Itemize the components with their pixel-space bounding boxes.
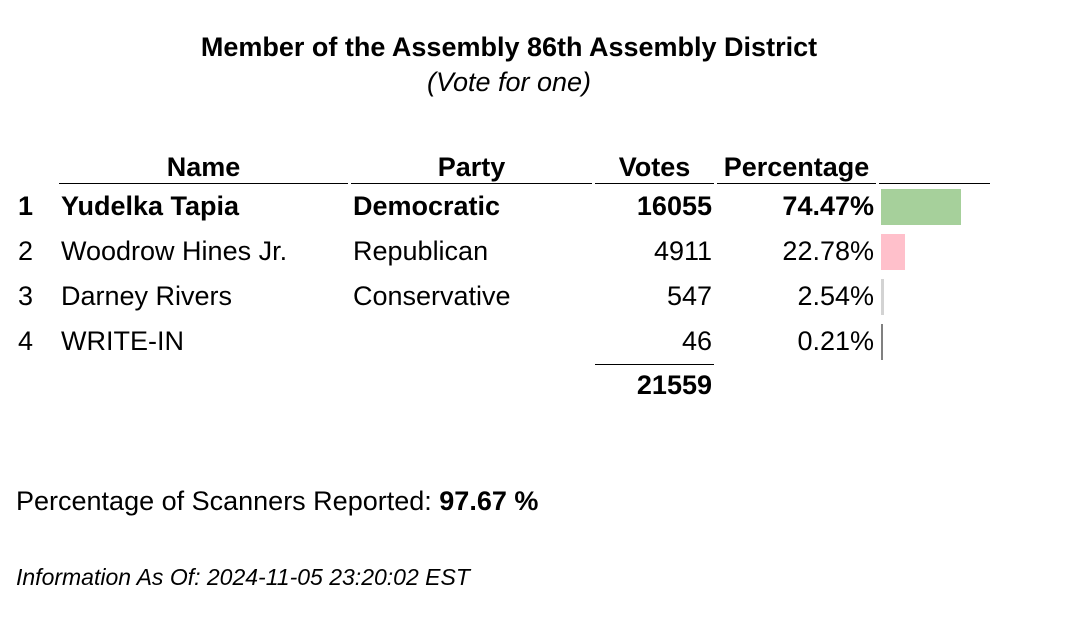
vote-share-bar (881, 278, 884, 315)
candidate-votes: 4911 (653, 236, 712, 266)
candidate-votes: 46 (681, 326, 712, 356)
candidate-percentage: 74.47% (782, 191, 874, 221)
scanners-reported: Percentage of Scanners Reported: 97.67 % (16, 484, 538, 518)
vote-share-bar (881, 188, 961, 225)
candidate-votes: 16055 (636, 191, 712, 221)
candidate-party: Conservative (353, 281, 511, 311)
candidate-name: Darney Rivers (61, 281, 233, 311)
total-row: 21559 (16, 364, 990, 405)
candidate-party (351, 319, 592, 364)
votes-header: Votes (595, 147, 714, 184)
contest-subtitle: (Vote for one) (426, 67, 592, 97)
candidate-rank: 2 (18, 236, 34, 266)
candidate-party: Republican (353, 236, 489, 266)
rank-header (16, 147, 56, 184)
candidate-party: Democratic (353, 191, 501, 221)
candidate-rank: 1 (18, 191, 34, 221)
candidate-percentage: 2.54% (797, 281, 874, 311)
candidate-row: 4 WRITE-IN 46 0.21% (16, 319, 990, 364)
scanners-value: 97.67 % (439, 486, 539, 516)
vote-share-bar (881, 233, 905, 270)
bar-header (879, 147, 990, 184)
candidate-name: Yudelka Tapia (61, 191, 240, 221)
percentage-header: Percentage (717, 147, 876, 184)
header-row: Name Party Votes Percentage (16, 147, 990, 184)
candidate-name: WRITE-IN (61, 326, 184, 356)
candidate-row: 3 Darney Rivers Conservative 547 2.54% (16, 274, 990, 319)
scanners-label: Percentage of Scanners Reported: (16, 486, 432, 516)
candidate-name: Woodrow Hines Jr. (61, 236, 288, 266)
results-table: Name Party Votes Percentage 1 Yudelka Ta… (13, 147, 993, 405)
name-header: Name (59, 147, 348, 184)
candidate-row: 2 Woodrow Hines Jr. Republican 4911 22.7… (16, 229, 990, 274)
contest-title: Member of the Assembly 86th Assembly Dis… (200, 32, 818, 62)
party-header: Party (351, 147, 592, 184)
last-updated: Information As Of: 2024-11-05 23:20:02 E… (16, 564, 470, 590)
candidate-rank: 4 (18, 326, 34, 356)
candidate-rank: 3 (18, 281, 34, 311)
candidate-percentage: 0.21% (797, 326, 874, 356)
candidate-row: 1 Yudelka Tapia Democratic 16055 74.47% (16, 184, 990, 229)
vote-share-bar (881, 323, 883, 360)
candidate-votes: 547 (666, 281, 712, 311)
candidate-percentage: 22.78% (782, 236, 874, 266)
total-votes: 21559 (595, 364, 714, 405)
